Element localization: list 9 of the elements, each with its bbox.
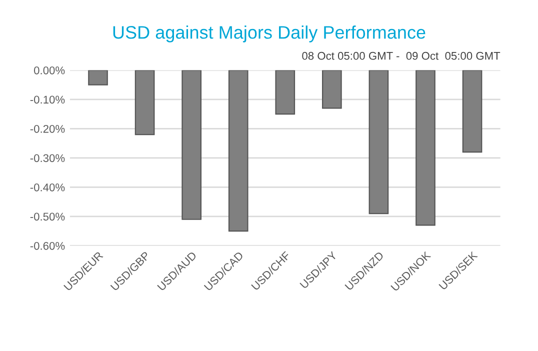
chart-title: USD against Majors Daily Performance [113, 26, 426, 42]
y-tick-label: -0.50% [30, 212, 65, 221]
y-tick-label: -0.10% [30, 96, 65, 104]
text: 08 Oct 05:00 GMT - 09 Oct 05:00 GMT [302, 52, 500, 60]
y-tick-label: 0.00% [34, 66, 65, 74]
y-tick-label: -0.60% [30, 242, 65, 250]
y-tick-label: -0.30% [30, 154, 65, 162]
y-tick-label: -0.20% [30, 124, 65, 133]
y-tick-label: -0.40% [30, 183, 65, 192]
